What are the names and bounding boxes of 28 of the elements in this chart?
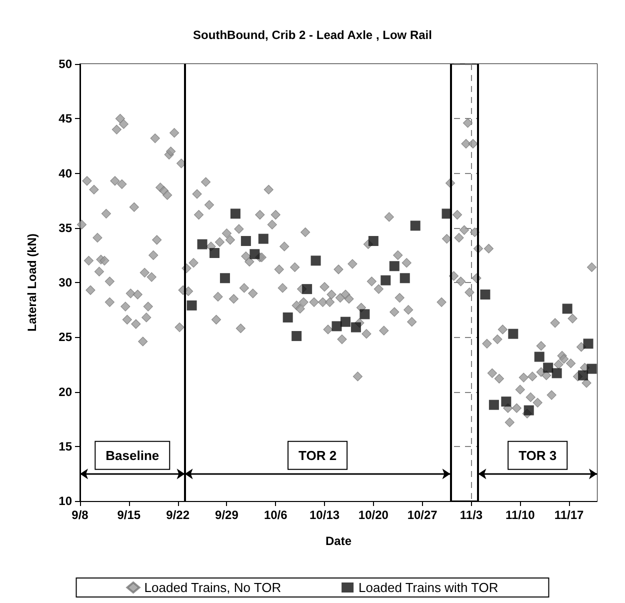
- y-tick-label: 20: [58, 384, 72, 399]
- y-tick-label: 25: [58, 330, 72, 344]
- y-tick-label: 50: [58, 57, 72, 71]
- x-axis-title: Date: [325, 534, 352, 548]
- x-tick-label: 10/27: [407, 508, 438, 522]
- band-label: TOR 3: [518, 448, 557, 463]
- y-axis-title: Lateral Load (kN): [25, 233, 39, 332]
- x-tick-label: 10/13: [310, 508, 340, 522]
- chart-title: SouthBound, Crib 2 - Lead Axle , Low Rail: [193, 28, 432, 42]
- x-tick-label: 11/3: [460, 508, 483, 522]
- legend-label: Loaded Trains, No TOR: [144, 580, 282, 595]
- x-tick-label: 10/20: [358, 508, 389, 522]
- y-tick-label: 15: [58, 439, 72, 454]
- x-tick-label: 9/15: [117, 508, 141, 522]
- x-tick-label: 10/6: [264, 508, 288, 522]
- legend-label: Loaded Trains with TOR: [358, 580, 498, 595]
- band-label: TOR 2: [298, 448, 337, 463]
- y-tick-label: 35: [58, 220, 72, 235]
- y-tick-label: 45: [58, 112, 72, 126]
- x-tick-label: 9/8: [72, 508, 89, 522]
- y-tick-label: 40: [58, 166, 72, 180]
- y-tick-label: 10: [58, 494, 72, 508]
- band-label: Baseline: [106, 448, 160, 463]
- x-tick-label: 11/17: [554, 508, 584, 522]
- x-tick-label: 9/22: [166, 508, 190, 522]
- x-tick-label: 9/29: [215, 508, 239, 522]
- x-tick-label: 11/10: [505, 508, 536, 522]
- y-tick-label: 30: [58, 276, 72, 290]
